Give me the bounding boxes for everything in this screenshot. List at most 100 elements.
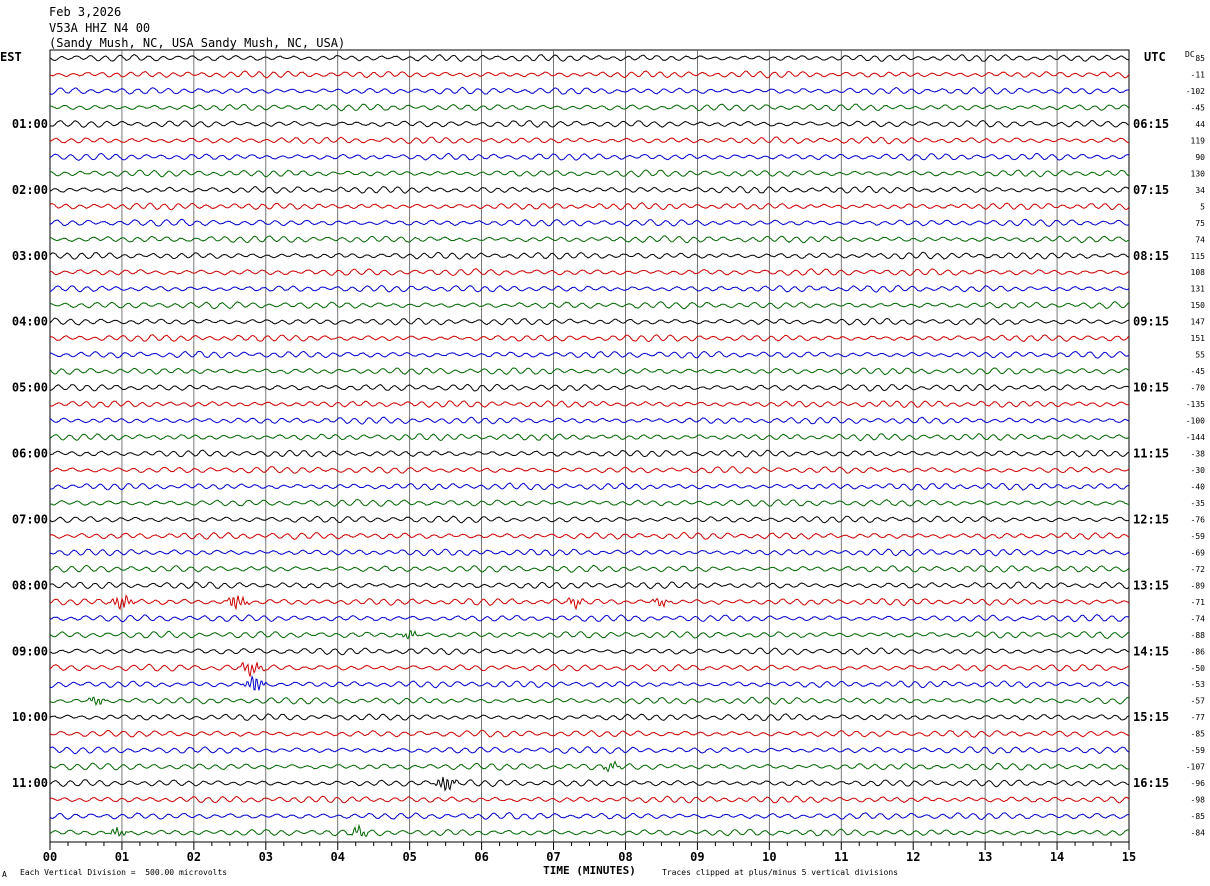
dc-offset-label: -84 — [1191, 829, 1206, 838]
dc-offset-label: -30 — [1191, 466, 1206, 475]
seismic-trace — [49, 674, 1130, 691]
left-axis-title: EST — [0, 50, 22, 64]
seismic-trace — [49, 449, 1130, 458]
dc-offset-label: -85 — [1191, 730, 1206, 739]
seismic-trace — [49, 136, 1130, 145]
x-tick-label: 00 — [43, 850, 57, 864]
seismic-trace — [49, 433, 1130, 442]
seismic-trace — [49, 334, 1130, 343]
dc-offset-label: 131 — [1191, 285, 1206, 294]
x-tick-label: 13 — [978, 850, 992, 864]
seismic-trace — [49, 713, 1130, 721]
seismic-trace — [49, 594, 1130, 611]
dc-offset-label: 75 — [1195, 219, 1205, 228]
seismic-trace — [49, 383, 1130, 392]
dc-offset-label: 34 — [1195, 186, 1205, 195]
hour-label-est: 07:00 — [12, 512, 48, 526]
dc-offset-label: -107 — [1186, 763, 1205, 772]
x-tick-label: 15 — [1122, 850, 1136, 864]
dc-offset-label: -100 — [1186, 417, 1205, 426]
seismic-trace — [49, 367, 1130, 376]
hour-label-est: 03:00 — [12, 249, 48, 263]
seismic-trace — [49, 103, 1130, 112]
seismic-trace — [49, 629, 1130, 640]
x-tick-label: 11 — [834, 850, 848, 864]
x-tick-label: 04 — [331, 850, 345, 864]
dc-offset-label: -98 — [1191, 796, 1206, 805]
dc-offset-label: 130 — [1191, 169, 1206, 178]
seismic-trace — [49, 811, 1129, 821]
seismic-trace — [49, 119, 1130, 128]
x-tick-label: 03 — [259, 850, 273, 864]
x-tick-label: 02 — [187, 850, 201, 864]
dc-offset-label: 115 — [1191, 252, 1206, 261]
seismic-trace — [49, 218, 1130, 227]
dc-offset-label: 150 — [1191, 301, 1206, 310]
seismic-trace — [49, 317, 1130, 326]
x-tick-label: 07 — [546, 850, 560, 864]
dc-offset-label: -89 — [1191, 581, 1206, 590]
dc-offset-label: -59 — [1191, 746, 1206, 755]
dc-offset-label: -35 — [1191, 499, 1206, 508]
seismic-trace — [49, 70, 1130, 79]
seismic-trace — [49, 400, 1130, 409]
seismic-trace — [49, 823, 1130, 838]
seismic-trace — [49, 268, 1130, 276]
seismic-trace — [49, 416, 1130, 425]
seismic-trace — [49, 169, 1130, 178]
dc-offset-label: -53 — [1191, 680, 1206, 689]
seismic-trace — [49, 482, 1130, 491]
hour-label-est: 05:00 — [12, 381, 48, 395]
seismic-trace — [49, 647, 1130, 656]
dc-offset-label: 108 — [1191, 268, 1206, 277]
seismic-trace — [49, 251, 1130, 260]
seismic-trace — [49, 696, 1130, 707]
dc-offset-label: 147 — [1191, 318, 1206, 327]
dc-offset-label: 119 — [1191, 136, 1206, 145]
hour-label-est: 10:00 — [12, 710, 48, 724]
dc-offset-label: -85 — [1191, 812, 1206, 821]
dc-offset-label: -70 — [1191, 384, 1206, 393]
station-location: (Sandy Mush, NC, USA Sandy Mush, NC, USA… — [49, 36, 346, 50]
seismic-trace — [49, 301, 1130, 310]
dc-offset-label: 44 — [1195, 120, 1205, 129]
dc-title: DC — [1185, 50, 1195, 59]
seismic-trace — [49, 185, 1130, 194]
dc-offset-label: -74 — [1191, 614, 1206, 623]
seismic-trace — [49, 284, 1130, 293]
dc-offset-label: 74 — [1195, 235, 1205, 244]
hour-label-utc: 16:15 — [1133, 776, 1169, 790]
hour-label-est: 01:00 — [12, 117, 48, 131]
hour-label-utc: 14:15 — [1133, 644, 1169, 658]
x-tick-label: 14 — [1050, 850, 1064, 864]
seismic-trace — [49, 661, 1130, 677]
dc-offset-label: 90 — [1195, 153, 1205, 162]
dc-offset-label: -135 — [1186, 400, 1205, 409]
hour-label-utc: 13:15 — [1133, 578, 1169, 592]
dc-offset-label: -45 — [1191, 103, 1206, 112]
x-tick-label: 01 — [115, 850, 129, 864]
dc-offset-label: -102 — [1186, 87, 1205, 96]
hour-label-utc: 12:15 — [1133, 512, 1169, 526]
dc-offset-label: -144 — [1186, 433, 1205, 442]
hour-label-utc: 09:15 — [1133, 315, 1169, 329]
dc-offset-label: -69 — [1191, 548, 1206, 557]
dc-offset-label: -11 — [1191, 70, 1206, 79]
dc-offset-label: -88 — [1191, 631, 1206, 640]
seismic-trace — [49, 499, 1130, 507]
dc-offset-label: -59 — [1191, 532, 1206, 541]
dc-offset-label: -71 — [1191, 598, 1206, 607]
hour-label-utc: 15:15 — [1133, 710, 1169, 724]
seismic-trace — [49, 776, 1130, 792]
seismic-trace — [49, 795, 1130, 804]
hour-label-est: 04:00 — [12, 315, 48, 329]
hour-label-est: 08:00 — [12, 578, 48, 592]
dc-offset-label: -76 — [1191, 515, 1206, 524]
dc-offset-label: 5 — [1200, 202, 1205, 211]
hour-label-est: 06:00 — [12, 447, 48, 461]
x-tick-label: 09 — [690, 850, 704, 864]
seismic-trace — [49, 581, 1130, 590]
x-tick-label: 05 — [402, 850, 416, 864]
dc-offset-label: -38 — [1191, 450, 1206, 459]
